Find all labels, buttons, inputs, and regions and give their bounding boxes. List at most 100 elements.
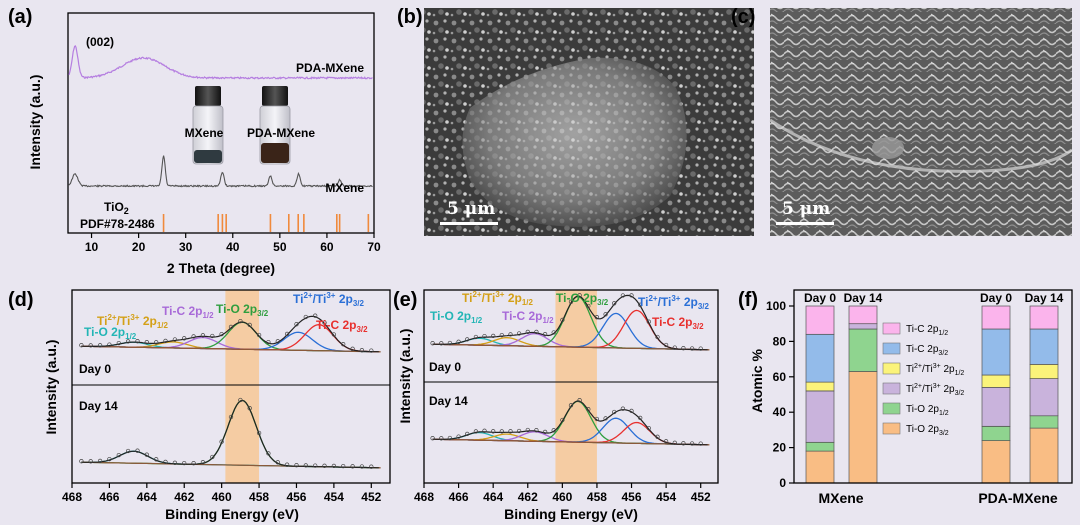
panel-label-f: (f): [738, 289, 758, 311]
raw-data-point: [97, 343, 103, 348]
raw-data-point: [629, 408, 634, 414]
panel-label-e: (e): [393, 289, 417, 311]
raw-data-point: [219, 331, 224, 337]
stacked-bars-f: [805, 305, 1059, 484]
raw-data-point: [88, 459, 93, 464]
x-tick-label-a: 40: [226, 240, 240, 254]
reference-lines-tio2: [162, 214, 370, 232]
label-ti-c-2p12-e: Ti-C 2p1/2: [502, 309, 554, 325]
raw-data-point: [294, 322, 299, 327]
raw-data-point: [135, 339, 140, 344]
scale-bar-b: [440, 222, 498, 225]
raw-data-point: [172, 460, 178, 465]
label-ti-o-2p32-d: Ti-O 2p3/2: [216, 302, 269, 318]
raw-data-point: [172, 337, 178, 342]
raw-data-point: [629, 293, 634, 298]
x-tick-label: 462: [174, 490, 194, 504]
raw-data-point: [228, 414, 234, 420]
raw-data-point: [219, 439, 224, 444]
series-label-mxene: MXene: [325, 181, 364, 195]
xps-curves-e: [430, 293, 710, 446]
bar-segment: [981, 305, 1011, 330]
day-label-d-top: Day 0: [79, 362, 111, 376]
x-tick-label-a: 10: [85, 240, 99, 254]
raw-data-point: [107, 456, 112, 462]
raw-data-point: [154, 457, 159, 462]
raw-data-point: [182, 460, 187, 466]
raw-data-point: [303, 314, 308, 320]
raw-data-point: [551, 428, 556, 433]
raw-data-point: [499, 429, 504, 434]
background-curve: [432, 438, 710, 446]
bar-segment: [805, 333, 835, 383]
raw-data-point: [359, 464, 365, 469]
raw-data-point: [341, 342, 346, 347]
raw-data-point: [79, 343, 84, 348]
sem-image-c: [770, 8, 1072, 236]
raw-data-point: [350, 464, 355, 469]
raw-data-point: [144, 452, 149, 457]
raw-data-point: [322, 320, 327, 325]
raw-data-point: [465, 337, 470, 342]
raw-data-point: [568, 403, 574, 408]
raw-data-point: [135, 448, 140, 453]
raw-data-point: [698, 441, 703, 446]
y-tick-label-f: 40: [773, 405, 787, 419]
panel-label-b: (b): [397, 6, 423, 28]
day-label-e-bottom: Day 14: [429, 394, 468, 408]
label-ti-o-2p12-d: Ti-O 2p1/2: [84, 325, 137, 341]
x-tick-label-a: 20: [132, 240, 146, 254]
component-labels-e: Ti-O 2p1/2 Ti2+/Ti3+ 2p1/2 Ti-C 2p1/2 Ti…: [430, 290, 710, 331]
legend-label-ti-o-2p32: Ti-O 2p3/2: [906, 424, 949, 437]
bar-segment: [848, 328, 878, 372]
raw-data-point: [331, 332, 337, 337]
bar-segment: [981, 426, 1011, 441]
legend-swatch-ti23-2p32: [882, 382, 901, 395]
x-tick-label: 466: [99, 490, 119, 504]
raw-data-point: [369, 464, 374, 469]
raw-data-point: [491, 333, 496, 339]
axis-ylabel-f: Atomic %: [749, 349, 765, 413]
legend-label-ti23-2p32: Ti2+/Ti3+ 2p3/2: [906, 383, 964, 397]
bar-labels-f: Day 0 Day 14 Day 0 Day 14: [804, 291, 1064, 305]
plot-frame-f: [793, 289, 1073, 484]
raw-data-point: [154, 340, 159, 345]
scale-bar-c: [776, 222, 834, 225]
panel-label-d: (d): [8, 289, 34, 311]
raw-data-point: [560, 317, 565, 323]
raw-data-point: [473, 334, 479, 340]
legend-swatch-ti-o-2p12: [882, 402, 901, 415]
raw-data-point: [646, 319, 651, 324]
label-ti-c-2p12-d: Ti-C 2p1/2: [162, 304, 214, 320]
raw-data-point: [638, 302, 643, 307]
raw-data-point: [284, 331, 290, 337]
plot-frame-e: [423, 289, 719, 484]
raw-data-point: [144, 340, 149, 345]
raw-data-point: [638, 415, 643, 421]
panel-c: 5 μm (c): [731, 6, 1073, 236]
bar-segment: [848, 371, 878, 484]
vial-label-pda-mxene: PDA-MXene: [247, 126, 315, 140]
raw-data-point: [655, 334, 660, 340]
raw-data-point: [577, 398, 582, 403]
axis-xlabel-e: Binding Energy (eV): [504, 506, 638, 522]
raw-data-point: [107, 342, 112, 347]
panel-a: (a) Intensity (a.u.) 10 20 30 40 50 60 70 2 Th…: [8, 6, 381, 276]
x-tick-label-a: 60: [320, 240, 334, 254]
group-label-pda-mxene: PDA-MXene: [978, 490, 1058, 506]
raw-data-point: [516, 428, 522, 434]
legend-label-ti-o-2p12: Ti-O 2p1/2: [906, 404, 949, 417]
ref-label-pdf: PDF#78-2486: [80, 217, 155, 231]
x-ticks-a: 10 20 30 40 50 60 70: [85, 233, 381, 254]
highlight-band-e: [555, 290, 597, 483]
raw-data-point: [266, 339, 271, 345]
raw-data-point: [191, 334, 196, 339]
bar-segment: [1029, 378, 1059, 417]
raw-data-point: [646, 425, 651, 431]
legend-f: Ti-C 2p1/2 Ti-C 2p3/2 Ti2+/Ti3+ 2p1/2 Ti…: [882, 322, 964, 437]
raw-data-point: [525, 427, 530, 433]
raw-data-point: [672, 440, 677, 445]
raw-data-point: [125, 339, 131, 344]
x-tick-label: 464: [137, 490, 157, 504]
